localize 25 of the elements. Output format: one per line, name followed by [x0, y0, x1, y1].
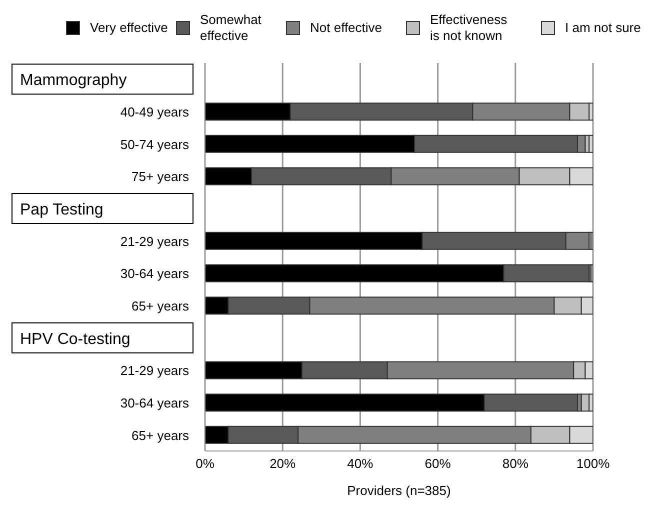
text: HPV Co-testing: [20, 330, 130, 348]
y-tick-label: 21-29 years: [120, 363, 190, 378]
text: Pap Testing: [20, 202, 104, 218]
y-tick-label: 30-64 years: [120, 396, 190, 410]
y-tick-label: 40-49 years: [120, 104, 190, 120]
legend-label: Not effective: [310, 20, 382, 36]
x-tick-label: 60%: [424, 456, 452, 472]
y-tick-label: 65+ years: [132, 428, 190, 443]
y-tick-label: 50-74 years: [120, 136, 190, 152]
legend-label: Effectiveness is not known: [430, 12, 508, 44]
legend-label: Very effective: [90, 20, 168, 36]
x-tick-label: 100%: [576, 456, 610, 472]
x-tick-label: 20%: [270, 456, 296, 472]
legend-label: Somewhat effective: [200, 12, 262, 44]
x-tick-label: 80%: [502, 456, 529, 472]
x-axis-title: Providers (n=385): [347, 483, 451, 498]
x-tick-label: 0%: [196, 456, 215, 472]
text: Mammography: [20, 72, 127, 90]
y-tick-label: 30-64 years: [120, 266, 190, 282]
x-tick-label: 40%: [347, 456, 374, 472]
y-tick-label: 21-29 years: [120, 234, 190, 249]
legend-label: I am not sure: [565, 20, 641, 36]
y-tick-label: 65+ years: [132, 298, 190, 314]
y-tick-label: 75+ years: [132, 169, 190, 184]
bar: [588, 134, 593, 153]
